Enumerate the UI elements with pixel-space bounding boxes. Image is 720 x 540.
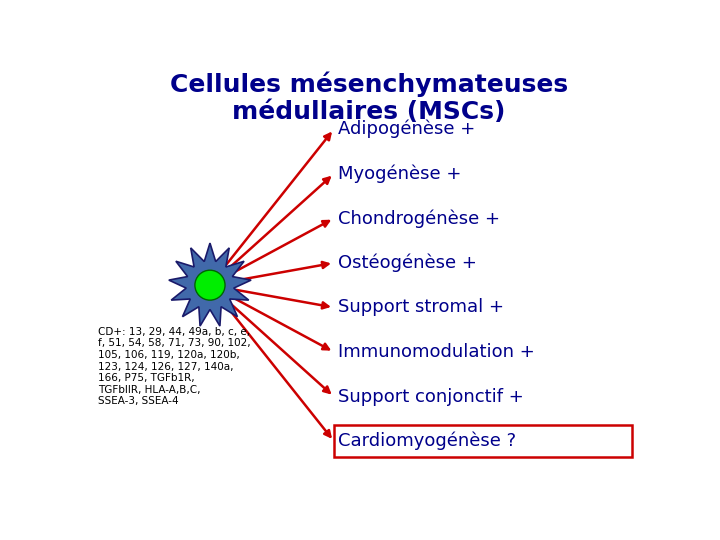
Text: Cellules mésenchymateuses
médullaires (MSCs): Cellules mésenchymateuses médullaires (M… — [170, 71, 568, 124]
Text: CD+: 13, 29, 44, 49a, b, c, e,
f, 51, 54, 58, 71, 73, 90, 102,
105, 106, 119, 12: CD+: 13, 29, 44, 49a, b, c, e, f, 51, 54… — [99, 327, 251, 407]
Ellipse shape — [195, 270, 225, 300]
Text: Chondrogénèse +: Chondrogénèse + — [338, 209, 500, 227]
Text: Immunomodulation +: Immunomodulation + — [338, 343, 535, 361]
Text: Myogénèse +: Myogénèse + — [338, 165, 462, 183]
Text: Support conjonctif +: Support conjonctif + — [338, 388, 524, 406]
Polygon shape — [169, 243, 251, 326]
Text: Cardiomyogénèse ?: Cardiomyogénèse ? — [338, 432, 516, 450]
Text: Adipogénèse +: Adipogénèse + — [338, 120, 475, 138]
Text: Ostéogénèse +: Ostéogénèse + — [338, 254, 477, 272]
Text: Support stromal +: Support stromal + — [338, 299, 504, 316]
